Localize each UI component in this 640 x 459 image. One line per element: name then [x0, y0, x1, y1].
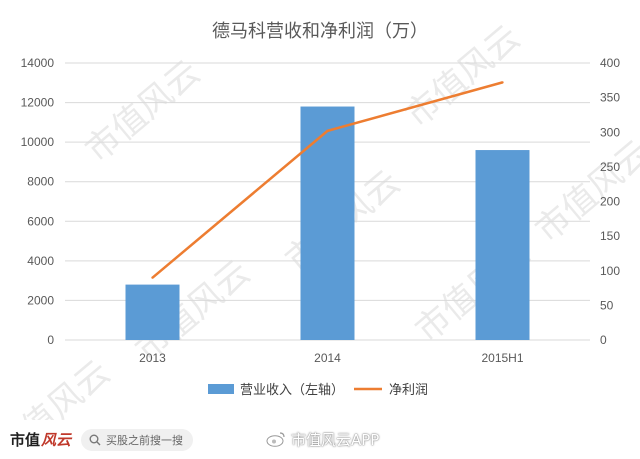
- left-tick-label: 6000: [27, 214, 54, 228]
- chart-title: 德马科营收和净利润（万）: [212, 21, 428, 42]
- left-tick-label: 4000: [27, 254, 54, 268]
- search-box[interactable]: 买股之前搜一搜: [81, 428, 194, 451]
- legend-bar-swatch: [208, 384, 234, 394]
- brand-logo-accent: 风云: [41, 431, 72, 449]
- search-icon: [89, 434, 101, 445]
- right-tick-label: 250: [600, 160, 620, 174]
- watermark-text: 市值风云: [78, 53, 208, 171]
- left-tick-label: 14000: [21, 56, 55, 70]
- right-axis-ticks: 0 50 100 150 200 250 300 350 400: [600, 56, 620, 347]
- watermark-text: 市值风云: [528, 133, 640, 251]
- brand-logo-text: 市值: [10, 431, 41, 449]
- net-profit-line: [151, 81, 504, 279]
- right-tick-label: 0: [600, 333, 607, 347]
- search-placeholder: 买股之前搜一搜: [106, 433, 184, 447]
- legend-line-label: 净利润: [389, 383, 428, 398]
- revenue-bar: [125, 284, 180, 340]
- right-tick-label: 150: [600, 229, 620, 243]
- left-tick-label: 10000: [21, 135, 55, 149]
- weibo-icon: [266, 432, 285, 447]
- weibo-watermark: 市值风云APP: [266, 427, 379, 451]
- left-tick-label: 8000: [27, 175, 54, 189]
- chart: 市值风云市值风云市值风云市值风云市值风云市值风云市值风云 德马科营收和净利润（万…: [0, 18, 640, 420]
- footer-bar: 市值 风云 买股之前搜一搜: [0, 420, 640, 459]
- x-tick-label: 2015H1: [481, 351, 523, 365]
- left-tick-label: 0: [47, 333, 54, 347]
- right-tick-label: 300: [600, 125, 620, 139]
- net-profit-point: [501, 81, 504, 84]
- revenue-bar: [300, 106, 355, 341]
- net-profit-point: [151, 276, 154, 279]
- legend-bar-label: 营业收入（左轴）: [240, 383, 344, 398]
- legend: 营业收入（左轴） 净利润: [208, 383, 428, 398]
- left-tick-label: 12000: [21, 96, 55, 110]
- right-tick-label: 200: [600, 195, 620, 209]
- right-tick-label: 100: [600, 264, 620, 278]
- brand-logo: 市值 风云: [10, 428, 71, 452]
- right-tick-label: 400: [600, 56, 620, 70]
- revenue-bar: [475, 150, 530, 340]
- left-axis-ticks: 0 2000 4000 6000 8000 10000 12000 14000: [21, 56, 55, 347]
- right-tick-label: 350: [600, 91, 620, 105]
- net-profit-point: [326, 129, 329, 133]
- x-axis-ticks: 2013 2014 2015H1: [139, 351, 524, 365]
- left-tick-label: 2000: [27, 293, 54, 307]
- weibo-text: 市值风云APP: [291, 430, 380, 449]
- x-tick-label: 2014: [314, 351, 341, 365]
- right-tick-label: 50: [600, 298, 614, 312]
- x-tick-label: 2013: [139, 351, 166, 365]
- watermark-text: 市值风云: [0, 353, 118, 420]
